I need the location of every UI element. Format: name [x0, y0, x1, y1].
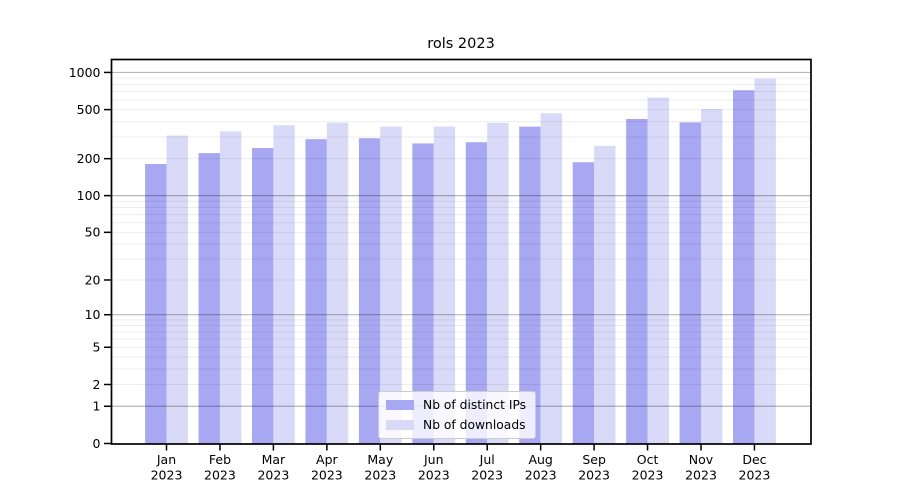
bar-downloads-may: [380, 126, 402, 444]
chart-title: rols 2023: [427, 36, 495, 52]
y-tick-label: 1: [93, 399, 101, 414]
y-tick-label: 500: [77, 102, 101, 117]
bar-downloads-dec: [754, 78, 776, 444]
x-tick-label-month: Feb: [209, 452, 231, 467]
x-tick-label-year: 2023: [578, 468, 610, 483]
x-tick-label-year: 2023: [418, 468, 450, 483]
bar-downloads-jan: [166, 135, 188, 444]
y-tick-label: 1000: [69, 65, 101, 80]
bar-downloads-aug: [540, 113, 563, 445]
x-tick-label-month: Mar: [262, 452, 286, 467]
y-tick-label: 50: [85, 225, 101, 240]
x-tick-label-year: 2023: [364, 468, 396, 483]
bar-downloads-mar: [273, 125, 295, 445]
x-tick-label-month: Apr: [316, 452, 338, 467]
bar-distinct-ips-may: [358, 138, 381, 444]
x-tick-label-year: 2023: [632, 468, 664, 483]
y-tick-label: 2: [93, 377, 101, 392]
bar-distinct-ips-aug: [519, 126, 541, 444]
x-tick-label-month: Jun: [423, 452, 444, 467]
bar-distinct-ips-nov: [679, 122, 701, 444]
x-tick-label-month: Jul: [479, 452, 495, 467]
plot-frame: [110, 58, 812, 445]
x-tick-label-month: Oct: [637, 452, 659, 467]
x-tick-label-month: May: [367, 452, 393, 467]
bar-downloads-apr: [326, 122, 349, 444]
bar-downloads-jul: [487, 122, 509, 444]
y-tick-label: 5: [93, 340, 101, 355]
x-tick-label-year: 2023: [311, 468, 343, 483]
legend: Nb of distinct IPs Nb of downloads: [378, 391, 537, 439]
bar-distinct-ips-apr: [305, 139, 327, 444]
x-tick-label-month: Sep: [582, 452, 606, 467]
bar-distinct-ips-dec: [733, 90, 755, 445]
legend-label-distinct-ips: Nb of distinct IPs: [423, 398, 527, 412]
x-tick-label-year: 2023: [151, 468, 183, 483]
legend-label-downloads: Nb of downloads: [423, 418, 526, 432]
y-tick-label: 20: [85, 272, 101, 287]
x-tick-label-month: Dec: [742, 452, 766, 467]
x-tick-label-year: 2023: [204, 468, 236, 483]
legend-swatch-downloads: [386, 419, 414, 431]
x-tick-label-month: Aug: [528, 452, 552, 467]
x-tick-label-year: 2023: [739, 468, 771, 483]
bar-distinct-ips-oct: [626, 118, 648, 445]
bar-distinct-ips-jul: [465, 142, 488, 444]
y-tick-label: 10: [85, 307, 101, 322]
y-tick-label: 200: [77, 151, 101, 166]
bar-distinct-ips-jan: [145, 163, 167, 444]
legend-item-distinct-ips: Nb of distinct IPs: [386, 397, 526, 413]
x-tick-label-year: 2023: [685, 468, 717, 483]
x-tick-label-month: Jan: [156, 452, 176, 467]
x-tick-label-year: 2023: [525, 468, 557, 483]
bar-downloads-feb: [219, 131, 242, 444]
y-tick-label: 0: [93, 436, 101, 451]
bar-downloads-jun: [433, 126, 456, 444]
bar-distinct-ips-mar: [252, 148, 274, 444]
bar-distinct-ips-sep: [572, 162, 595, 445]
bar-distinct-ips-jun: [412, 143, 434, 445]
bar-downloads-sep: [594, 145, 616, 444]
bar-distinct-ips-feb: [198, 153, 220, 444]
bar-downloads-oct: [647, 97, 669, 444]
y-tick-label: 100: [77, 188, 101, 203]
x-tick-label-year: 2023: [257, 468, 289, 483]
x-tick-label-month: Nov: [689, 452, 714, 467]
legend-swatch-distinct-ips: [386, 399, 414, 411]
bar-downloads-nov: [701, 108, 723, 444]
legend-item-downloads: Nb of downloads: [386, 417, 526, 433]
x-tick-label-year: 2023: [471, 468, 503, 483]
